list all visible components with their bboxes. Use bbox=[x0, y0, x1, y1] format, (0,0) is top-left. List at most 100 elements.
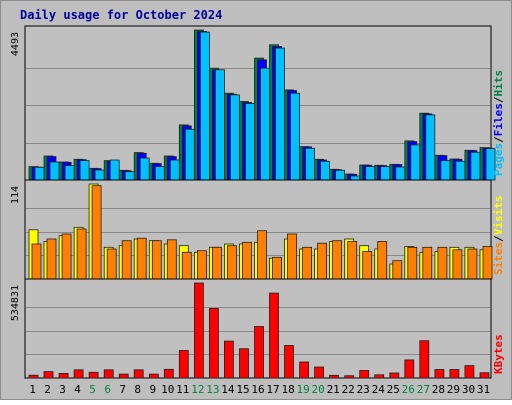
bar-hits-pages-17 bbox=[275, 47, 285, 181]
bar-visits-sites-8 bbox=[136, 237, 147, 280]
bar-kbytes-kbytes-6 bbox=[103, 369, 114, 379]
bar-visits-sites-3 bbox=[61, 233, 72, 280]
bar-visits-sites-16 bbox=[257, 230, 267, 280]
x-tick-label-23: 23 bbox=[357, 383, 370, 396]
bar-visits-sites-1 bbox=[31, 243, 42, 280]
x-tick-label-6: 6 bbox=[104, 383, 111, 396]
bar-kbytes-kbytes-28 bbox=[434, 369, 445, 379]
bar-visits-sites-28 bbox=[437, 246, 448, 280]
bar-kbytes-kbytes-19 bbox=[299, 361, 310, 379]
bar-visits-sites-22 bbox=[347, 241, 358, 280]
bar-kbytes-kbytes-13 bbox=[208, 307, 219, 379]
x-tick-label-17: 17 bbox=[266, 383, 279, 396]
bar-visits-sites-10 bbox=[166, 239, 177, 280]
x-tick-label-18: 18 bbox=[281, 383, 294, 396]
bar-hits-pages-25 bbox=[395, 166, 406, 181]
bar-visits-sites-9 bbox=[151, 240, 162, 280]
bar-hits-pages-9 bbox=[154, 166, 165, 181]
bar-hits-pages-1 bbox=[34, 166, 45, 181]
bar-hits-pages-5 bbox=[94, 169, 105, 181]
max-label-kbytes: 534831 bbox=[10, 285, 21, 321]
bar-kbytes-kbytes-14 bbox=[223, 340, 234, 379]
bar-visits-sites-14 bbox=[226, 245, 237, 280]
x-tick-label-13: 13 bbox=[206, 383, 219, 396]
bar-hits-pages-16 bbox=[260, 67, 270, 181]
x-tick-label-2: 2 bbox=[44, 383, 51, 396]
max-label-visits: 114 bbox=[10, 186, 21, 204]
bar-visits-sites-20 bbox=[317, 242, 328, 280]
x-tick-label-29: 29 bbox=[447, 383, 460, 396]
x-tick-label-20: 20 bbox=[311, 383, 324, 396]
legend-separator: / bbox=[492, 136, 505, 143]
bar-hits-pages-8 bbox=[139, 157, 150, 181]
bar-visits-sites-19 bbox=[302, 246, 313, 280]
bar-hits-pages-28 bbox=[440, 160, 451, 181]
bar-hits-pages-22 bbox=[350, 175, 361, 181]
bar-kbytes-kbytes-7 bbox=[118, 373, 129, 379]
legend-entry-visits: Visits bbox=[492, 196, 505, 236]
bar-kbytes-kbytes-16 bbox=[254, 326, 264, 379]
bar-visits-sites-15 bbox=[242, 241, 252, 280]
x-tick-label-27: 27 bbox=[417, 383, 430, 396]
bar-visits-sites-13 bbox=[211, 246, 222, 280]
bar-hits-pages-12 bbox=[199, 31, 210, 181]
x-tick-label-12: 12 bbox=[191, 383, 204, 396]
x-tick-label-21: 21 bbox=[327, 383, 340, 396]
x-tick-label-3: 3 bbox=[59, 383, 66, 396]
bar-kbytes-kbytes-29 bbox=[449, 369, 460, 379]
max-label-hits: 4493 bbox=[10, 32, 21, 56]
legend-kbytes: KBytes bbox=[492, 334, 505, 374]
bar-kbytes-kbytes-8 bbox=[133, 369, 144, 379]
bar-hits-pages-18 bbox=[290, 92, 300, 181]
x-tick-label-5: 5 bbox=[89, 383, 96, 396]
bar-kbytes-kbytes-17 bbox=[269, 292, 279, 379]
bar-kbytes-kbytes-15 bbox=[239, 348, 249, 379]
x-tick-label-10: 10 bbox=[161, 383, 174, 396]
legend-entry-hits: Hits bbox=[492, 70, 505, 97]
bar-kbytes-kbytes-12 bbox=[193, 282, 204, 379]
x-tick-label-26: 26 bbox=[402, 383, 415, 396]
chart-title: Daily usage for October 2024 bbox=[20, 8, 222, 22]
bar-visits-sites-18 bbox=[287, 233, 297, 280]
bar-hits-pages-4 bbox=[79, 160, 90, 181]
bar-visits-sites-25 bbox=[392, 260, 403, 280]
bar-kbytes-kbytes-2 bbox=[43, 371, 54, 379]
legend-entry-files: Files bbox=[492, 103, 505, 136]
x-tick-label-1: 1 bbox=[29, 383, 36, 396]
bar-kbytes-kbytes-26 bbox=[404, 359, 415, 379]
x-tick-label-15: 15 bbox=[236, 383, 249, 396]
x-tick-label-4: 4 bbox=[74, 383, 81, 396]
bar-hits-pages-3 bbox=[64, 165, 75, 181]
bar-kbytes-kbytes-5 bbox=[88, 371, 99, 379]
bar-visits-sites-31 bbox=[482, 246, 493, 280]
bar-kbytes-kbytes-22 bbox=[344, 375, 355, 379]
bar-kbytes-kbytes-31 bbox=[479, 372, 490, 379]
bar-visits-sites-21 bbox=[332, 240, 343, 280]
x-tick-label-24: 24 bbox=[372, 383, 386, 396]
bar-visits-sites-17 bbox=[272, 256, 282, 280]
bar-kbytes-kbytes-20 bbox=[314, 366, 325, 379]
bar-hits-pages-21 bbox=[335, 169, 346, 181]
x-tick-label-25: 25 bbox=[387, 383, 400, 396]
bar-kbytes-kbytes-27 bbox=[419, 340, 430, 379]
legend-visits: Sites/Visits bbox=[492, 196, 505, 276]
bar-visits-sites-27 bbox=[422, 246, 433, 280]
legend-separator: / bbox=[492, 235, 505, 242]
bar-hits-pages-20 bbox=[320, 160, 331, 181]
legend-entry-sites: Sites bbox=[492, 242, 505, 275]
bar-visits-sites-23 bbox=[362, 251, 373, 280]
bar-kbytes-kbytes-24 bbox=[374, 374, 385, 379]
bar-kbytes-kbytes-10 bbox=[163, 368, 174, 379]
bar-visits-sites-29 bbox=[452, 249, 463, 280]
bar-hits-pages-13 bbox=[214, 69, 225, 181]
bar-kbytes-kbytes-18 bbox=[284, 345, 294, 379]
bar-hits-pages-26 bbox=[410, 144, 421, 181]
bar-visits-sites-6 bbox=[106, 248, 117, 280]
bar-visits-sites-5 bbox=[91, 185, 102, 280]
bar-kbytes-kbytes-21 bbox=[329, 374, 340, 379]
panels: 4493Pages/Files/Hits114Sites/Visits53483… bbox=[10, 25, 505, 396]
bar-visits-sites-30 bbox=[467, 248, 478, 280]
bar-kbytes-kbytes-9 bbox=[148, 373, 159, 379]
bar-kbytes-kbytes-11 bbox=[178, 350, 189, 379]
